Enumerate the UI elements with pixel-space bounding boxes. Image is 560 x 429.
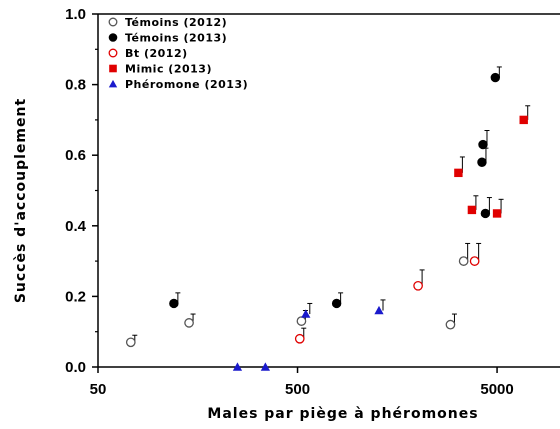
data-point xyxy=(184,318,194,328)
data-point xyxy=(454,168,463,178)
legend-marker xyxy=(108,17,118,27)
data-point xyxy=(125,337,136,348)
data-point xyxy=(294,333,305,344)
data-point xyxy=(490,72,501,83)
data-point xyxy=(296,316,307,326)
legend-marker xyxy=(108,79,118,88)
data-point xyxy=(519,115,528,125)
data-point xyxy=(374,305,384,315)
data-point xyxy=(169,298,179,309)
y-tick-label: 0.0 xyxy=(65,359,86,376)
data-point xyxy=(467,205,477,215)
data-point xyxy=(480,208,491,219)
x-axis-title: Males par piège à phéromones xyxy=(207,406,478,422)
data-point xyxy=(301,309,311,318)
y-tick-label: 0.8 xyxy=(65,77,86,94)
data-point xyxy=(478,139,488,150)
series-0 xyxy=(125,242,471,348)
series-1 xyxy=(169,66,502,309)
series-3 xyxy=(454,105,531,218)
legend-label: Phéromone (2013) xyxy=(125,78,248,91)
x-tick-label: 50 xyxy=(90,381,107,398)
data-point xyxy=(477,157,487,167)
y-axis-title: Succès d'accouplement xyxy=(13,98,29,303)
y-tick-label: 1.0 xyxy=(65,6,86,23)
legend: Témoins (2012) Témoins (2013) Bt (2012) Mim… xyxy=(108,16,248,91)
data-point xyxy=(445,319,456,330)
legend-label: Témoins (2012) xyxy=(125,16,227,29)
series-2 xyxy=(294,242,482,344)
data-point xyxy=(458,256,469,266)
y-tick-label: 0.6 xyxy=(65,147,86,164)
axis-ticks: 0.0 0.2 0.4 0.6 0.8 1.0 50 500 5000 xyxy=(65,6,514,398)
x-tick-label: 500 xyxy=(285,381,310,398)
data-point xyxy=(232,362,243,371)
data-points xyxy=(125,66,531,371)
data-point xyxy=(331,298,342,309)
data-point xyxy=(260,362,270,371)
y-tick-label: 0.4 xyxy=(65,218,87,235)
legend-label: Témoins (2013) xyxy=(125,32,227,45)
y-tick-label: 0.2 xyxy=(65,288,86,305)
legend-label: Bt (2012) xyxy=(125,47,188,60)
legend-marker xyxy=(108,33,118,42)
legend-marker xyxy=(109,64,117,73)
series-4 xyxy=(232,299,386,371)
data-point xyxy=(469,256,480,266)
legend-label: Mimic (2013) xyxy=(125,63,212,76)
legend-marker xyxy=(108,48,118,58)
x-tick-label: 5000 xyxy=(480,381,513,398)
data-point xyxy=(413,280,423,291)
data-point xyxy=(492,209,502,218)
